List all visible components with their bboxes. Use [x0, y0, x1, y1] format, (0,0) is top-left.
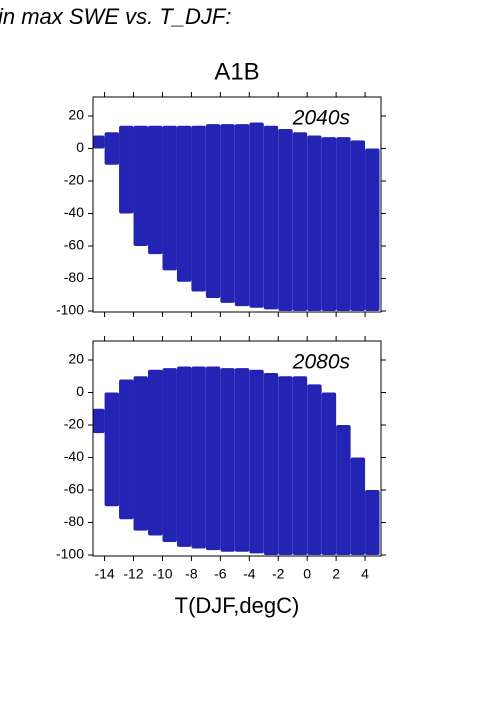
y-tick-label: -100 [56, 302, 84, 318]
panel-label: 2040s [292, 107, 351, 130]
point-cloud-bin [292, 132, 308, 312]
chart-title: A1B [214, 58, 259, 85]
x-axis-label: T(DJF,degC) [175, 593, 300, 618]
point-cloud-bin [119, 379, 134, 520]
point-cloud-bin [321, 392, 337, 556]
point-cloud-bin [133, 376, 148, 531]
point-cloud-bin [292, 376, 308, 556]
point-cloud-bin [350, 457, 366, 556]
y-tick-label: -20 [64, 416, 84, 432]
header: in max SWE vs. T_DJF: [0, 4, 231, 29]
x-tick-label: -4 [243, 566, 256, 582]
point-cloud-bin [307, 384, 322, 556]
y-tick-label: -40 [64, 204, 84, 220]
point-cloud-bin [176, 366, 192, 547]
point-cloud-bin [321, 137, 337, 312]
point-cloud-bin [133, 125, 148, 247]
y-tick-label: -60 [64, 481, 84, 497]
point-cloud-bin [191, 366, 206, 549]
point-cloud-bin [278, 129, 293, 312]
point-cloud-bin [176, 125, 192, 282]
y-tick-label: 20 [68, 107, 84, 123]
y-tick-label: -80 [64, 269, 84, 285]
point-cloud-bin [336, 137, 351, 312]
point-cloud-bin [350, 140, 366, 312]
y-tick-label: 0 [76, 383, 84, 399]
point-cloud-bin [147, 369, 163, 536]
point-cloud-bin [205, 366, 221, 551]
point-cloud-bin [93, 408, 105, 434]
plot-frame [92, 340, 382, 557]
point-cloud-bin [104, 132, 120, 165]
point-cloud-bin [162, 368, 177, 543]
point-cloud-bin [263, 125, 279, 310]
y-tick-label: -60 [64, 237, 84, 253]
point-cloud-bin [220, 124, 235, 303]
y-tick-label: -80 [64, 513, 84, 529]
point-cloud-bin [220, 368, 235, 552]
point-cloud-bin [278, 376, 293, 556]
point-cloud-bin [249, 369, 264, 554]
point-cloud-bin [307, 135, 322, 312]
point-cloud-bin [365, 148, 380, 312]
y-tick-label: -100 [56, 546, 84, 562]
point-cloud-bin [234, 124, 250, 307]
plot-frame [92, 96, 382, 313]
point-cloud-bin [162, 125, 177, 271]
x-tick-label: -2 [272, 566, 285, 582]
point-cloud-bin [147, 125, 163, 255]
point-cloud-bin [365, 490, 380, 556]
point-cloud-bin [205, 124, 221, 299]
point-cloud-bin [104, 392, 120, 507]
x-tick-label: 4 [361, 566, 369, 582]
point-cloud-bin [336, 425, 351, 556]
point-cloud-bin [263, 373, 279, 556]
y-tick-label: -20 [64, 172, 84, 188]
point-cloud-bin [249, 122, 264, 308]
x-tick-label: 0 [303, 566, 311, 582]
point-cloud-bin [93, 135, 105, 149]
x-tick-label: -14 [94, 566, 114, 582]
x-tick-label: -12 [123, 566, 143, 582]
y-tick-label: 0 [76, 139, 84, 155]
y-tick-label: 20 [68, 351, 84, 367]
y-tick-label: -40 [64, 448, 84, 464]
point-cloud-bin [191, 125, 206, 292]
x-tick-label: -10 [152, 566, 172, 582]
x-tick-label: -6 [214, 566, 227, 582]
x-tick-label: -8 [185, 566, 198, 582]
point-cloud-bin [119, 125, 134, 214]
point-cloud-bin [234, 368, 250, 552]
panel-label: 2080s [292, 351, 351, 374]
x-tick-label: 2 [332, 566, 340, 582]
